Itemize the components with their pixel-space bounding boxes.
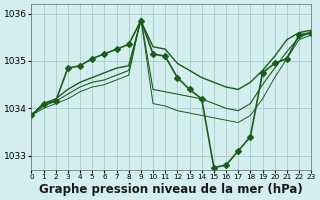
X-axis label: Graphe pression niveau de la mer (hPa): Graphe pression niveau de la mer (hPa) (39, 183, 303, 196)
